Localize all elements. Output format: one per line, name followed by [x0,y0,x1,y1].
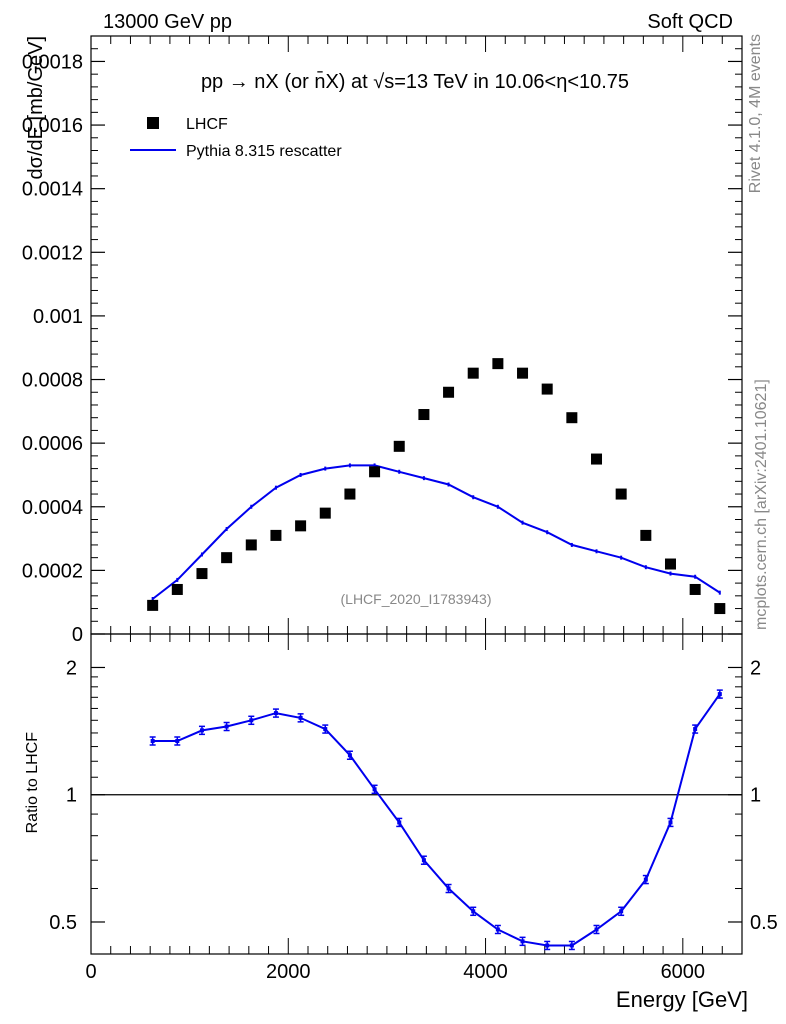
lhcf-data-point [714,603,726,615]
legend: LHCF Pythia 8.315 rescatter [130,116,342,160]
legend-label-lhcf: LHCF [186,116,228,133]
lhcf-data-point [295,520,307,532]
lhcf-data-point [270,529,282,541]
x-tick-label: 0 [85,961,96,983]
lhcf-data-point [615,488,627,500]
lhcf-data-point [467,367,479,379]
main-y-tick-label: 0.0004 [22,497,83,519]
main-data-marks [147,358,726,615]
lhcf-data-point [566,412,578,424]
lhcf-data-point [517,367,529,379]
legend-label-pythia: Pythia 8.315 rescatter [186,143,342,160]
ratio-point [199,728,204,733]
main-y-tick-label: 0.0014 [22,179,83,201]
ratio-point [421,858,426,863]
main-panel: 0 0.0002 0.0004 0.0006 0.0008 0.001 0.0012 0.00… [22,35,743,646]
legend-marker-lhcf [147,117,159,129]
x-tick-label: 2000 [266,961,311,983]
ratio-y-tick-label-right: 2 [750,657,761,679]
ratio-point [224,724,229,729]
ratio-point [717,692,722,697]
main-y-tick-label: 0.0006 [22,433,83,455]
main-y-tick-label: 0.0008 [22,370,83,392]
ratio-point [545,943,550,948]
main-y-tick-label: 0.0002 [22,560,83,582]
ratio-point [397,820,402,825]
lhcf-data-point [319,507,331,519]
lhcf-data-point [492,358,504,370]
main-y-ticks: 0 0.0002 0.0004 0.0006 0.0008 0.001 0.0012 0.00… [22,48,742,646]
header-category-label: Soft QCD [647,11,733,33]
ratio-point [643,877,648,882]
lhcf-data-point [196,568,208,580]
lhcf-data-point [171,583,183,595]
ratio-point [619,909,624,914]
ratio-point [372,787,377,792]
main-y-tick-label: 0.0016 [22,115,83,137]
lhcf-data-point [245,539,257,551]
lhcf-data-point [689,583,701,595]
ratio-y-tick-label: 1 [66,785,77,807]
mcplots-source-label: mcplots.cern.ch [arXiv:2401.10621] [753,379,770,630]
ratio-point [471,909,476,914]
ratio-point [520,939,525,944]
x-tick-label: 4000 [463,961,508,983]
ratio-point [273,711,278,716]
pythia-curve [151,464,721,600]
main-y-tick-label: 0 [72,624,83,646]
ratio-plot-frame [90,633,743,955]
lhcf-data-point [443,386,455,398]
ratio-panel: 0 2000 4000 6000 0.5 0.5 1 1 2 2 Ratio to LHCF E… [24,633,778,1012]
ratio-point [175,738,180,743]
ratio-point [495,927,500,932]
main-y-axis-label: dσ/dE [mb/GeV] [25,36,47,180]
ratio-y-ticks: 0.5 0.5 1 1 2 2 [49,657,778,934]
lhcf-data-point [369,466,381,478]
lhcf-data-point [221,552,233,564]
main-y-tick-label: 0.0018 [22,51,83,73]
ratio-y-tick-label-right: 1 [750,785,761,807]
lhcf-data-point [591,453,603,465]
ratio-point [347,753,352,758]
lhcf-data-point [393,440,405,452]
ratio-point [594,927,599,932]
ratio-point [298,715,303,720]
plot-title: pp → nX (or n̄X) at √s=13 TeV in 10.06<η… [201,70,629,93]
main-y-tick-label: 0.001 [33,306,83,328]
ratio-point [249,718,254,723]
ratio-point [150,738,155,743]
ratio-y-axis-label: Ratio to LHCF [24,732,41,834]
lhcf-data-point [640,529,652,541]
lhcf-data-point [147,599,159,611]
header-energy-label: 13000 GeV pp [103,11,232,33]
x-axis-label: Energy [GeV] [616,987,748,1012]
ratio-x-ticks: 0 2000 4000 6000 [85,634,743,983]
ratio-data-marks [149,689,723,951]
x-tick-label: 6000 [661,961,706,983]
ratio-point [693,727,698,732]
analysis-watermark: (LHCF_2020_I1783943) [341,591,492,607]
lhcf-data-point [418,409,430,421]
ratio-y-tick-label-right: 0.5 [750,912,778,934]
rivet-version-label: Rivet 4.1.0, 4M events [747,34,764,193]
ratio-point [446,886,451,891]
ratio-y-tick-label: 0.5 [49,912,77,934]
ratio-point [668,820,673,825]
main-y-tick-label: 0.0012 [22,242,83,264]
ratio-curve [152,693,721,947]
ratio-point [569,943,574,948]
ratio-y-tick-label: 2 [66,657,77,679]
ratio-point [323,727,328,732]
lhcf-data-point [344,488,356,500]
lhcf-data-point [664,558,676,570]
main-x-ticks [90,36,743,634]
lhcf-data-point [541,383,553,395]
